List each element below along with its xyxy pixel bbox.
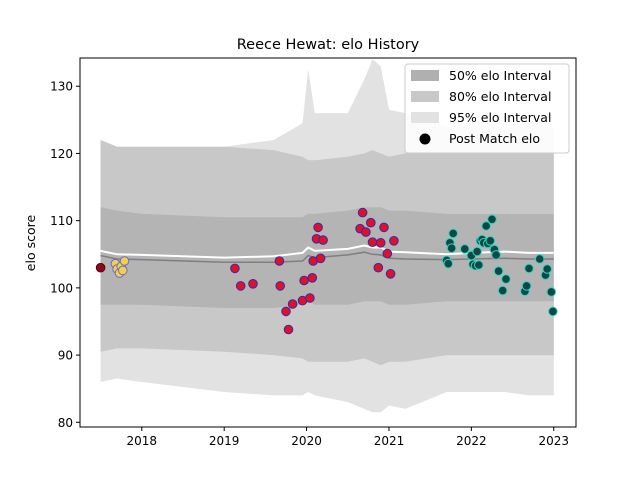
elo-point: [487, 214, 497, 225]
legend-swatch-50: [411, 70, 439, 81]
y-axis-label: elo score: [23, 215, 38, 272]
elo-point: [491, 250, 501, 260]
elo-point: [299, 275, 309, 286]
elo-point: [385, 269, 396, 279]
legend-label-80: 80% elo Interval: [449, 89, 551, 104]
elo-point: [361, 227, 371, 237]
elo-point: [373, 262, 384, 273]
elo-point: [235, 281, 246, 291]
elo-point: [382, 248, 393, 259]
elo-point: [283, 324, 294, 335]
legend-label-post-match: Post Match elo: [449, 131, 540, 146]
y-tick-label: 130: [50, 80, 73, 94]
chart-title: Reece Hewat: elo History: [237, 37, 420, 53]
elo-point: [474, 260, 484, 270]
y-tick-label: 120: [50, 147, 73, 161]
y-tick-label: 100: [50, 281, 73, 295]
legend-swatch-95: [411, 112, 439, 123]
y-tick-label: 90: [58, 349, 73, 363]
elo-point: [366, 217, 376, 228]
elo-point: [493, 266, 504, 276]
elo-point: [460, 244, 470, 254]
elo-point: [318, 235, 328, 245]
elo-point: [524, 263, 534, 274]
elo-point: [119, 256, 130, 266]
y-tick-label: 110: [50, 214, 73, 228]
elo-point: [95, 262, 106, 273]
plot-frame: [79, 57, 577, 428]
elo-point: [448, 228, 459, 239]
legend-box: [404, 63, 570, 154]
elo-point: [118, 265, 128, 276]
x-tick-label: 2020: [291, 434, 322, 448]
y-tick-label: 80: [58, 416, 73, 430]
elo-point: [281, 306, 291, 317]
legend-swatch-80: [411, 91, 439, 102]
elo-point: [248, 279, 258, 289]
x-tick-label: 2023: [538, 434, 569, 448]
elo-point: [472, 246, 482, 257]
elo-point: [481, 221, 492, 231]
x-axis: 2018 2019 2020 2021 2022 2023: [127, 427, 569, 448]
elo-point: [275, 281, 286, 291]
elo-point: [497, 285, 508, 296]
elo-point: [357, 207, 368, 218]
elo-point: [305, 293, 315, 303]
elo-point: [287, 299, 298, 309]
band-50-interval: [100, 207, 554, 308]
elo-point: [548, 306, 558, 317]
legend: 50% elo Interval 80% elo Interval 95% el…: [404, 63, 570, 154]
elo-point: [313, 222, 323, 233]
elo-point: [375, 238, 386, 248]
elo-point: [443, 258, 454, 269]
elo-point: [367, 237, 378, 247]
elo-point: [521, 281, 532, 291]
x-tick-label: 2021: [374, 434, 405, 448]
legend-label-50: 50% elo Interval: [449, 68, 551, 83]
elo-point: [546, 287, 557, 297]
elo-point: [315, 253, 326, 264]
elo-point: [534, 254, 545, 264]
x-tick-label: 2022: [456, 434, 487, 448]
x-tick-label: 2018: [127, 434, 158, 448]
elo-point: [307, 273, 318, 283]
legend-label-95: 95% elo Interval: [449, 110, 551, 125]
elo-point: [542, 264, 553, 274]
elo-point: [446, 243, 457, 253]
x-tick-label: 2019: [209, 434, 240, 448]
post-match-elo-points: [95, 207, 558, 335]
elo-point: [274, 256, 285, 266]
elo-point: [485, 236, 496, 246]
elo-point: [230, 263, 240, 274]
legend-marker-post-match: [419, 133, 431, 145]
elo-point: [501, 274, 511, 284]
elo-point: [379, 222, 389, 233]
y-axis: 80 90 100 110 120 130: [50, 80, 80, 430]
elo-point: [389, 236, 399, 246]
